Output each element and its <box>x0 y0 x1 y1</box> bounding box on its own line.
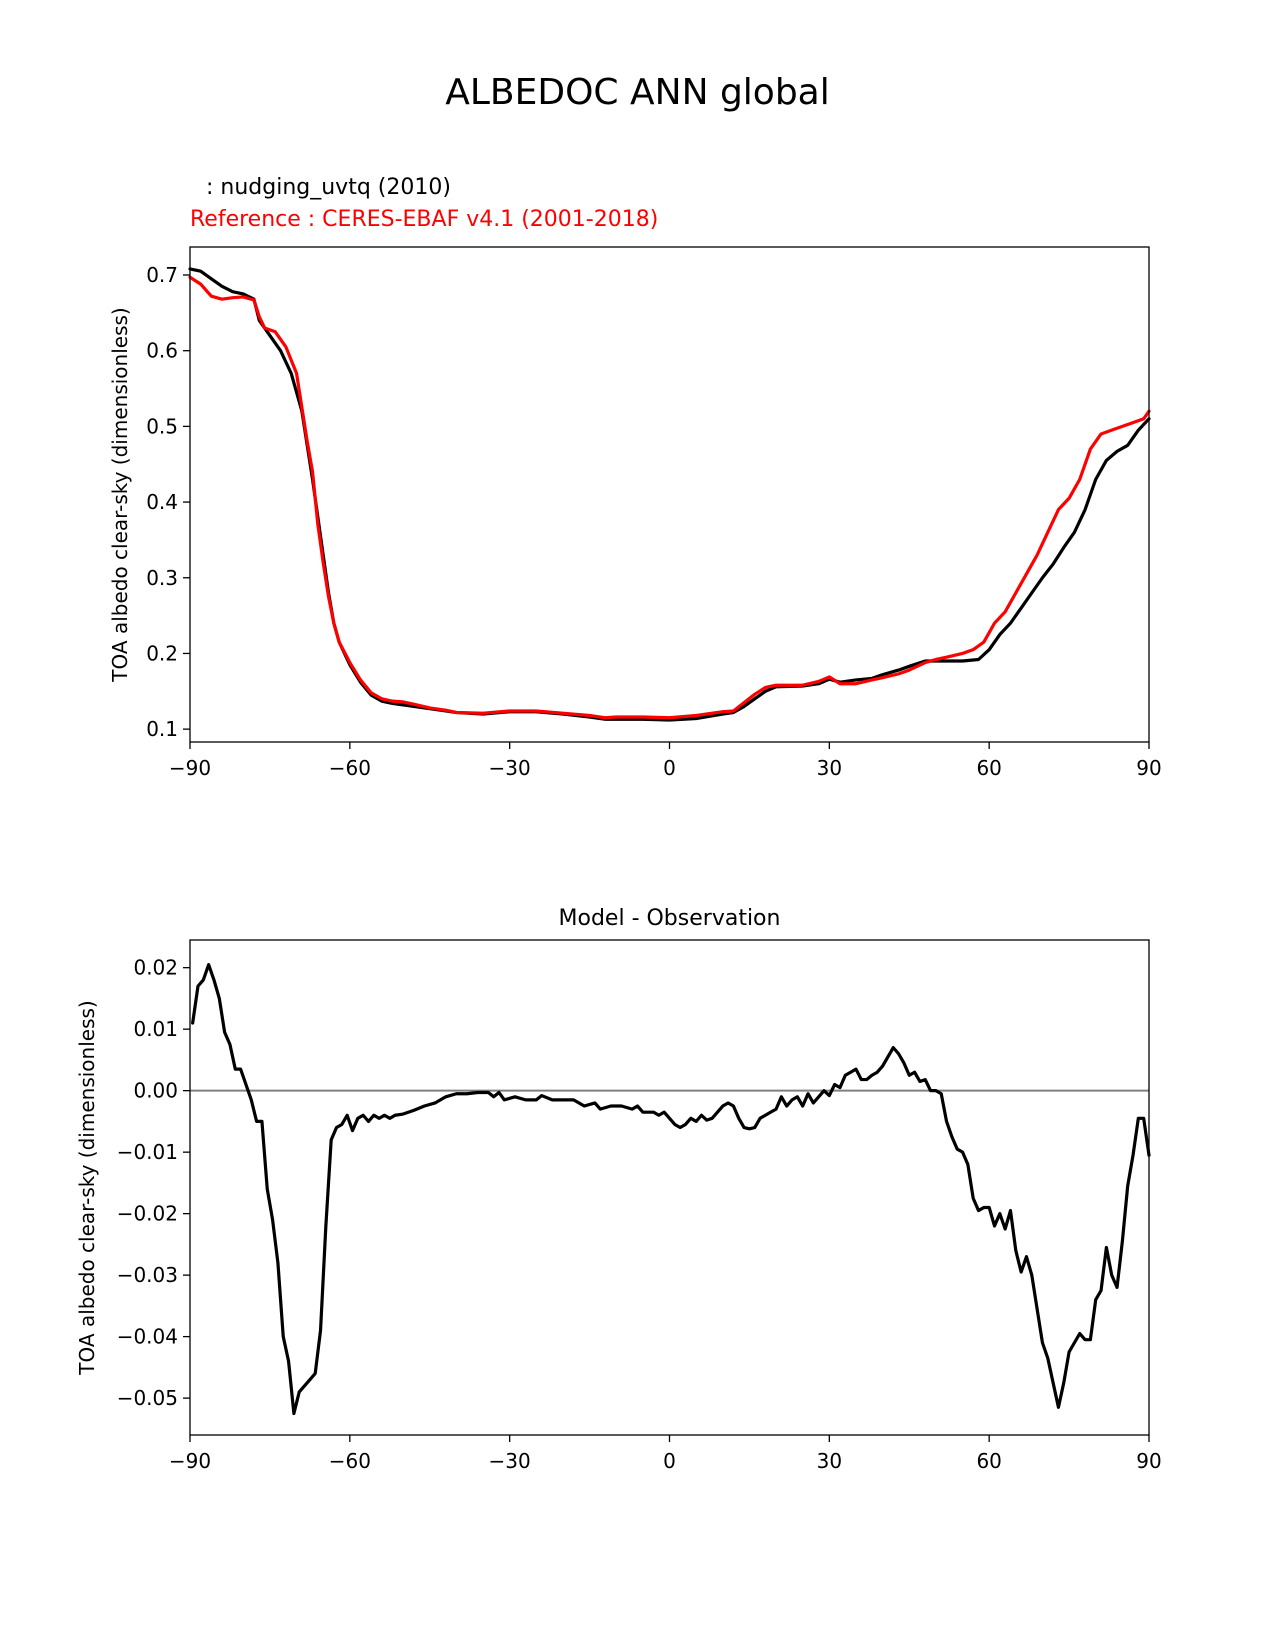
figure-title: ALBEDOC ANN global <box>445 72 830 113</box>
top-y-tick-label: 0.5 <box>146 414 178 438</box>
diff-y-tick-label: −0.01 <box>117 1140 178 1164</box>
top-axes-frame <box>189 246 1150 743</box>
top-y-tick-label: 0.3 <box>146 566 178 590</box>
top-y-tick-label: 0.1 <box>146 717 178 741</box>
top-x-tick-label: 0 <box>663 756 676 780</box>
top-x-tick-label: −30 <box>489 756 531 780</box>
top-y-tick-label: 0.4 <box>146 490 178 514</box>
top-x-tick-label: 60 <box>976 756 1001 780</box>
diff-y-tick-label: −0.03 <box>117 1263 178 1287</box>
difference-plot: −90 −60 −30 0 30 60 90 0.02 0.01 0.00 −0.01 −0.02 −0… <box>75 939 1162 1473</box>
top-y-axis-label: TOA albedo clear-sky (dimensionless) <box>108 307 132 682</box>
top-y-tick-label: 0.6 <box>146 339 178 363</box>
difference-plot-title: Model - Observation <box>558 906 781 931</box>
diff-y-tick-label: −0.05 <box>117 1386 178 1410</box>
diff-y-axis-label: TOA albedo clear-sky (dimensionless) <box>75 1000 99 1375</box>
diff-x-tick-label: 30 <box>817 1449 842 1473</box>
zonal-mean-plot: −90 −60 −30 0 30 60 90 0.1 0.2 0.3 0.4 0.5 0.6 0.7 TOA… <box>108 246 1162 780</box>
reference-dataset-label: Reference : CERES-EBAF v4.1 (2001-2018) <box>190 207 659 232</box>
test-dataset-label: : nudging_uvtq (2010) <box>206 175 451 200</box>
diff-y-tick-label: 0.01 <box>133 1017 178 1041</box>
diff-y-tick-label: −0.04 <box>117 1325 178 1349</box>
diff-x-tick-label: −30 <box>489 1449 531 1473</box>
diff-series-line-0 <box>191 963 1151 1416</box>
top-x-tick-label: −60 <box>329 756 371 780</box>
top-series-line-0 <box>188 267 1151 722</box>
diff-x-tick-label: 90 <box>1136 1449 1161 1473</box>
diff-y-tick-label: 0.02 <box>133 956 178 980</box>
top-series-line-1 <box>188 275 1151 720</box>
top-x-tick-label: −90 <box>169 756 211 780</box>
diff-x-tick-label: −60 <box>329 1449 371 1473</box>
diff-axes-frame <box>189 939 1150 1436</box>
top-y-tick-label: 0.7 <box>146 263 178 287</box>
diff-y-tick-label: 0.00 <box>133 1079 178 1103</box>
diff-x-tick-label: −90 <box>169 1449 211 1473</box>
diff-y-tick-label: −0.02 <box>117 1202 178 1226</box>
top-x-tick-label: 30 <box>817 756 842 780</box>
top-y-tick-label: 0.2 <box>146 641 178 665</box>
diff-x-tick-label: 60 <box>976 1449 1001 1473</box>
diff-x-tick-label: 0 <box>663 1449 676 1473</box>
top-x-tick-label: 90 <box>1136 756 1161 780</box>
